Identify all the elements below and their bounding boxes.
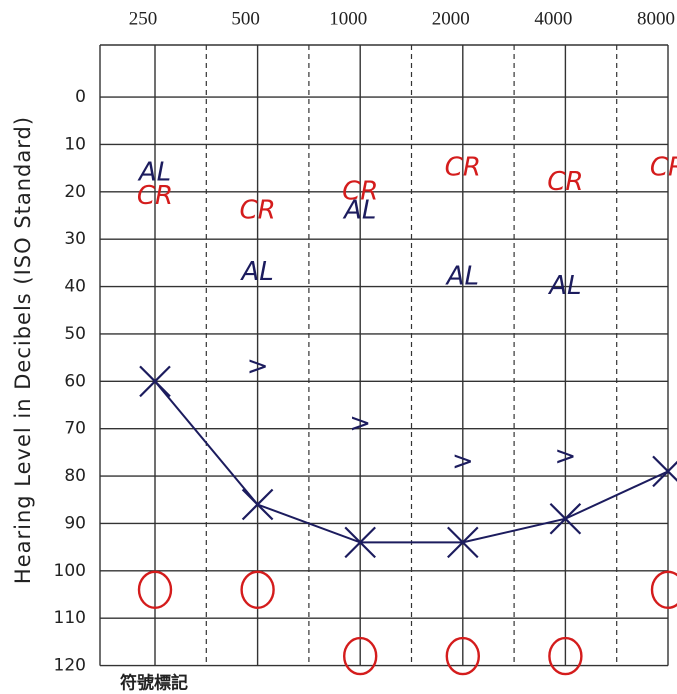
text-marker: AL — [547, 271, 581, 301]
y-tick-label: 0 — [75, 87, 86, 107]
text-marker: CR — [342, 176, 378, 206]
x-marker — [652, 455, 677, 488]
x-tick-label: 500 — [231, 8, 260, 29]
text-marker: AL — [137, 157, 171, 187]
text-marker: CR — [137, 181, 173, 211]
y-tick-label: 30 — [64, 229, 86, 249]
x-stroke — [652, 460, 677, 488]
y-axis-label: Hearing Level in Decibels (ISO Standard) — [11, 116, 35, 584]
y-tick-label: 80 — [64, 466, 86, 486]
x-stroke — [549, 502, 582, 535]
o-marker — [445, 636, 480, 676]
text-marker: > — [452, 446, 474, 476]
o-marker — [240, 570, 275, 609]
x-tick-label: 4000 — [534, 8, 572, 29]
x-tick-label: 250 — [129, 8, 158, 29]
o-marker — [343, 636, 378, 676]
series-line — [154, 380, 669, 544]
footer-label: 符號標記 — [120, 673, 188, 694]
y-tick-label: 120 — [54, 656, 86, 676]
x-stroke — [447, 526, 479, 559]
text-marker: CR — [547, 167, 583, 197]
x-marker — [447, 526, 479, 559]
text-marker: > — [349, 408, 371, 438]
text-marker: CR — [239, 195, 275, 225]
x-stroke — [241, 488, 274, 521]
y-tick-label: 60 — [64, 371, 86, 391]
y-tick-label: 10 — [64, 134, 86, 154]
x-marker — [549, 502, 582, 535]
x-tick-label: 2000 — [432, 8, 470, 29]
text-marker: > — [247, 352, 269, 382]
x-marker — [139, 365, 171, 398]
x-tick-label: 8000 — [637, 8, 675, 29]
y-tick-label: 70 — [64, 419, 86, 439]
o-marker — [548, 636, 583, 676]
x-marker — [241, 488, 274, 521]
o-marker — [650, 570, 677, 609]
y-tick-label: 50 — [64, 324, 86, 344]
x-stroke — [139, 365, 171, 398]
y-tick-label: 90 — [64, 513, 86, 533]
text-marker: > — [555, 442, 577, 472]
x-marker — [344, 526, 376, 559]
y-tick-label: 100 — [54, 561, 86, 581]
x-tick-label: 1000 — [329, 8, 367, 29]
text-marker: AL — [342, 195, 376, 225]
text-marker: AL — [445, 262, 479, 292]
y-tick-label: 110 — [54, 608, 86, 628]
y-tick-label: 20 — [64, 182, 86, 202]
text-marker: CR — [650, 153, 677, 183]
text-marker: CR — [445, 153, 481, 183]
o-marker — [137, 570, 173, 609]
x-stroke — [344, 526, 376, 559]
y-tick-label: 40 — [64, 277, 86, 297]
text-marker: AL — [239, 257, 273, 287]
